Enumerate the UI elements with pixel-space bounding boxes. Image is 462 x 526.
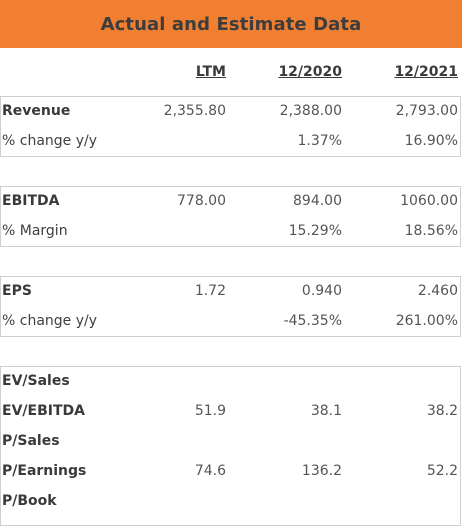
row-label: EPS bbox=[2, 283, 32, 299]
row-label: % change y/y bbox=[2, 313, 98, 329]
row-label: P/Book bbox=[2, 493, 57, 509]
value-2021: 18.56% bbox=[404, 223, 458, 239]
value-2020: 2,388.00 bbox=[279, 103, 342, 119]
value-ltm: 778.00 bbox=[177, 193, 226, 209]
value-ltm: 51.9 bbox=[194, 403, 226, 419]
value-ltm: 1.72 bbox=[194, 283, 226, 299]
table-row: EBITDA 778.00 894.00 1060.00 bbox=[0, 187, 462, 217]
value-2020: -45.35% bbox=[283, 313, 342, 329]
row-label: % Margin bbox=[2, 223, 68, 239]
table-row: P/Book bbox=[0, 487, 462, 517]
value-2021: 2,793.00 bbox=[395, 103, 458, 119]
row-label: EV/EBITDA bbox=[2, 403, 85, 419]
value-2020: 38.1 bbox=[310, 403, 342, 419]
table-row: EV/Sales bbox=[0, 367, 462, 397]
value-2021: 261.00% bbox=[395, 313, 458, 329]
value-ltm: 74.6 bbox=[194, 463, 226, 479]
row-label: P/Earnings bbox=[2, 463, 87, 479]
row-label: P/Sales bbox=[2, 433, 60, 449]
value-2020: 136.2 bbox=[301, 463, 342, 479]
value-2021: 1060.00 bbox=[400, 193, 458, 209]
revenue-section bbox=[0, 96, 461, 157]
row-label: Revenue bbox=[2, 103, 71, 119]
table-row: % change y/y -45.35% 261.00% bbox=[0, 307, 462, 337]
table-row: % change y/y 1.37% 16.90% bbox=[0, 127, 462, 157]
value-ltm: 2,355.80 bbox=[163, 103, 226, 119]
value-2020: 1.37% bbox=[297, 133, 342, 149]
value-2021: 38.2 bbox=[426, 403, 458, 419]
value-2021: 16.90% bbox=[404, 133, 458, 149]
table-row: Revenue 2,355.80 2,388.00 2,793.00 bbox=[0, 97, 462, 127]
table-row: EV/EBITDA 51.9 38.1 38.2 bbox=[0, 397, 462, 427]
row-label: EV/Sales bbox=[2, 373, 70, 389]
table-row: % Margin 15.29% 18.56% bbox=[0, 217, 462, 247]
ebitda-section bbox=[0, 186, 461, 247]
value-2020: 0.940 bbox=[301, 283, 342, 299]
column-header-2020: 12/2020 bbox=[278, 64, 342, 80]
table-title: Actual and Estimate Data bbox=[100, 13, 362, 35]
eps-section bbox=[0, 276, 461, 337]
table-row: EPS 1.72 0.940 2.460 bbox=[0, 277, 462, 307]
row-label: EBITDA bbox=[2, 193, 60, 209]
table-header-bar: Actual and Estimate Data bbox=[0, 0, 462, 48]
value-2020: 894.00 bbox=[293, 193, 342, 209]
value-2021: 2.460 bbox=[417, 283, 458, 299]
value-2021: 52.2 bbox=[426, 463, 458, 479]
column-header-ltm: LTM bbox=[195, 64, 226, 80]
table-row: P/Earnings 74.6 136.2 52.2 bbox=[0, 457, 462, 487]
value-2020: 15.29% bbox=[288, 223, 342, 239]
row-label: % change y/y bbox=[2, 133, 98, 149]
table-row: P/Sales bbox=[0, 427, 462, 457]
column-header-2021: 12/2021 bbox=[394, 64, 458, 80]
